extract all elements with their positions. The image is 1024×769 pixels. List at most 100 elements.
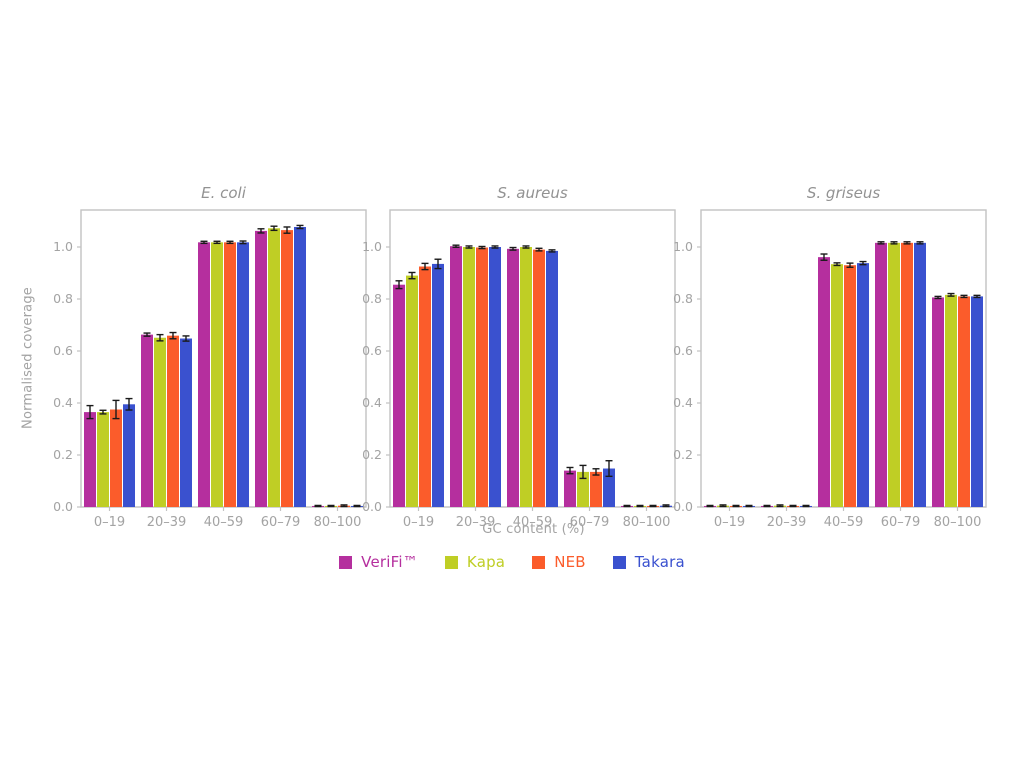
error-bar	[226, 240, 234, 245]
y-tick-label: 0.2	[362, 447, 382, 462]
bar-takara-60-79	[914, 242, 926, 507]
y-axis-label: Normalised coverage	[20, 287, 36, 429]
error-bar	[182, 335, 190, 342]
error-bar	[491, 245, 499, 249]
error-bar	[947, 292, 955, 297]
y-tick-label: 0.0	[362, 499, 382, 514]
error-bar	[859, 260, 867, 266]
error-bar	[789, 504, 797, 508]
legend-label-neb: NEB	[554, 553, 586, 571]
y-tick-label: 0.2	[53, 447, 73, 462]
bar-verifi-0-19	[84, 412, 96, 507]
bar-neb-20-39	[167, 335, 179, 507]
panel-s-griseus: S. griseus 0.0 0.2 0.4 0.6 0.8 1.0 0–19 20–39 40–…	[673, 184, 987, 530]
y-tick-label: 1.0	[673, 239, 693, 254]
y-tick-label: 0.6	[53, 343, 73, 358]
bar-takara-60-79	[294, 226, 306, 508]
bar-neb-60-79	[281, 230, 293, 507]
error-bar	[99, 409, 107, 415]
error-bar	[257, 228, 265, 234]
panel-e-coli: E. coli 0.0 0.2 0.4 0.6 0.8 1.0 0–19 20–39 40–59 6…	[53, 184, 367, 530]
bar-kapa-40-59	[520, 247, 532, 507]
bar-verifi-40-59	[198, 242, 210, 507]
error-bar	[270, 225, 278, 232]
y-tick-label: 1.0	[53, 239, 73, 254]
error-bar	[605, 460, 613, 478]
y-tick-label: 0.0	[673, 499, 693, 514]
error-bar	[340, 504, 348, 508]
bar-neb-20-39	[476, 247, 488, 507]
y-tick-label: 0.4	[673, 395, 693, 410]
legend-label-kapa: Kapa	[466, 553, 506, 571]
x-tick-label: 60–79	[570, 515, 610, 530]
bar-kapa-20-39	[154, 337, 166, 507]
bar-kapa-60-79	[577, 471, 589, 507]
error-bar	[125, 397, 133, 411]
x-tick-label: 0–19	[403, 515, 434, 530]
error-bar	[820, 253, 828, 261]
bar-verifi-60-79	[875, 242, 887, 507]
bar-neb-60-79	[590, 471, 602, 507]
error-bar	[434, 258, 442, 270]
x-tick-label: 0–19	[714, 515, 745, 530]
legend-swatch-verifi	[339, 555, 353, 569]
error-bar	[283, 226, 291, 234]
error-bar	[890, 241, 898, 245]
error-bar	[522, 245, 530, 249]
bar-kapa-40-59	[831, 264, 843, 507]
bar-verifi-60-79	[564, 470, 576, 507]
error-bar	[916, 241, 924, 245]
y-tick-label: 0.4	[362, 395, 382, 410]
x-tick-label: 40–59	[204, 515, 244, 530]
error-bar	[802, 504, 810, 508]
panel-title: S. aureus	[497, 184, 568, 202]
panel-title: S. griseus	[807, 184, 880, 202]
x-tick-label: 20–39	[147, 515, 187, 530]
x-tick-label: 80–100	[934, 515, 982, 530]
bar-takara-40-59	[857, 263, 869, 507]
error-bar	[408, 271, 416, 280]
bar-takara-40-59	[546, 250, 558, 507]
error-bar	[732, 504, 740, 508]
y-tick-label: 0.8	[362, 291, 382, 306]
error-bar	[877, 241, 885, 245]
error-bar	[86, 404, 94, 420]
bar-verifi-40-59	[818, 257, 830, 507]
error-bar	[112, 399, 120, 420]
y-tick-label: 0.8	[673, 291, 693, 306]
bar-kapa-40-59	[211, 242, 223, 507]
bar-takara-0-19	[432, 263, 444, 507]
x-tick-label: 20–39	[456, 515, 496, 530]
error-bar	[239, 240, 247, 245]
y-tick-label: 0.8	[53, 291, 73, 306]
error-bar	[636, 504, 644, 508]
bar-verifi-20-39	[450, 246, 462, 507]
error-bar	[745, 504, 753, 508]
error-bar	[960, 294, 968, 299]
error-bar	[649, 504, 657, 508]
bar-kapa-60-79	[268, 228, 280, 507]
x-tick-label: 40–59	[513, 515, 553, 530]
legend-item-neb: NEB	[532, 553, 586, 571]
x-tick-label: 20–39	[767, 515, 807, 530]
error-bar	[763, 504, 771, 508]
bar-takara-80-100	[971, 296, 983, 507]
error-bar	[706, 504, 714, 508]
bar-neb-60-79	[901, 242, 913, 507]
bar-neb-40-59	[844, 265, 856, 507]
bar-verifi-0-19	[393, 284, 405, 507]
error-bar	[776, 504, 784, 508]
y-tick-label: 0.2	[673, 447, 693, 462]
error-bar	[833, 262, 841, 267]
bar-kapa-20-39	[463, 247, 475, 507]
bar-verifi-40-59	[507, 248, 519, 507]
bar-takara-20-39	[180, 338, 192, 507]
y-tick-label: 0.0	[53, 499, 73, 514]
legend-item-kapa: Kapa	[444, 553, 506, 571]
error-bar	[395, 280, 403, 290]
x-tick-label: 40–59	[824, 515, 864, 530]
error-bar	[846, 262, 854, 268]
error-bar	[314, 504, 322, 508]
y-tick-label: 0.4	[53, 395, 73, 410]
